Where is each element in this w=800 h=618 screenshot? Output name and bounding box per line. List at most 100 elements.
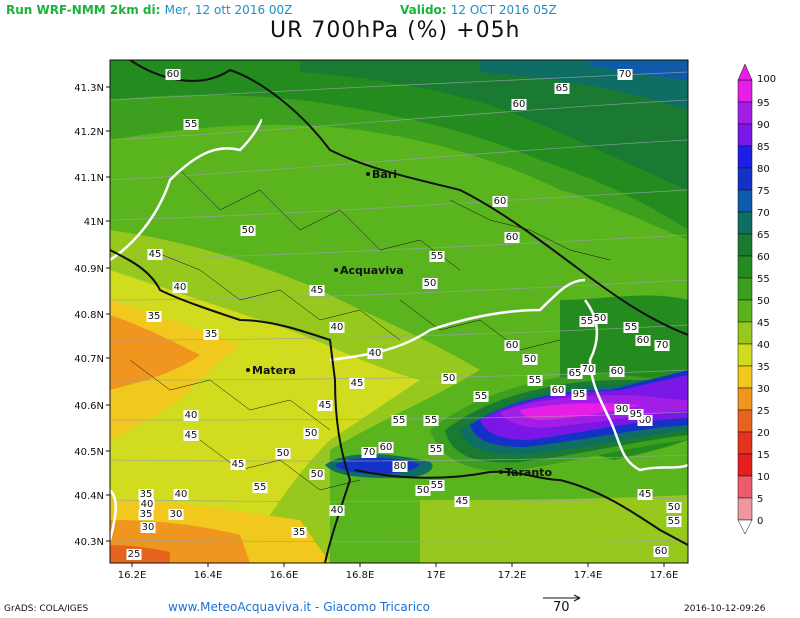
contour-label-bg bbox=[637, 415, 653, 426]
contour-label: 55 bbox=[475, 391, 488, 402]
contour-label: 25 bbox=[128, 549, 141, 560]
colorbar-level-label: 100 bbox=[757, 74, 776, 85]
contour-label: 55 bbox=[393, 415, 406, 426]
contour-label-bg bbox=[522, 354, 538, 365]
contour-label: 45 bbox=[149, 249, 162, 260]
contour-label-bg bbox=[240, 225, 256, 236]
contour-label-bg bbox=[329, 505, 345, 516]
contour-label: 55 bbox=[185, 119, 198, 130]
contour-label: 40 bbox=[175, 489, 188, 500]
contour-label-bg bbox=[504, 232, 520, 243]
contour-label-bg bbox=[138, 509, 154, 520]
contour-label-bg bbox=[504, 340, 520, 351]
contour-label: 50 bbox=[277, 448, 290, 459]
contour-label-bg bbox=[492, 196, 508, 207]
vector-reference-value: 70 bbox=[553, 600, 570, 615]
contour-label-bg bbox=[391, 415, 407, 426]
contour-label-bg bbox=[140, 522, 156, 533]
colorbar-swatch bbox=[737, 387, 753, 411]
contour-label: 70 bbox=[656, 340, 669, 351]
contour-label: 55 bbox=[254, 482, 267, 493]
valid-date: 12 OCT 2016 05Z bbox=[450, 3, 557, 17]
lon-tick-label: 17.2E bbox=[498, 570, 527, 581]
contour-label: 50 bbox=[424, 278, 437, 289]
contour-label: 55 bbox=[625, 322, 638, 333]
contour-label-bg bbox=[567, 368, 583, 379]
contour-label: 50 bbox=[668, 502, 681, 513]
contour-label: 50 bbox=[305, 428, 318, 439]
contour-label: 35 bbox=[148, 311, 161, 322]
colorbar-level-label: 35 bbox=[757, 362, 770, 373]
contour-label-bg bbox=[653, 546, 669, 557]
contour-label-bg bbox=[614, 404, 630, 415]
contour-label: 55 bbox=[581, 316, 594, 327]
contour-label-bg bbox=[550, 385, 566, 396]
contour-label: 70 bbox=[363, 447, 376, 458]
contour-label: 65 bbox=[569, 368, 582, 379]
contour-label-bg bbox=[428, 444, 444, 455]
city-labels: Bari Acquaviva Matera Taranto bbox=[246, 168, 552, 479]
colorbar-level-label: 65 bbox=[757, 230, 770, 241]
contour-label: 45 bbox=[639, 489, 652, 500]
city-marker bbox=[366, 172, 370, 176]
contour-label: 55 bbox=[425, 415, 438, 426]
contour-label: 60 bbox=[639, 415, 652, 426]
contour-label: 45 bbox=[319, 400, 332, 411]
contour-label: 60 bbox=[611, 366, 624, 377]
contour-label: 35 bbox=[140, 489, 153, 500]
colorbar-level-label: 60 bbox=[757, 252, 770, 263]
colorbar-level-label: 55 bbox=[757, 274, 770, 285]
contour-label-bg bbox=[230, 459, 246, 470]
contour-label-bg bbox=[635, 335, 651, 346]
contour-label: 35 bbox=[205, 329, 218, 340]
contour-label-bg bbox=[637, 489, 653, 500]
colorbar-level-label: 90 bbox=[757, 120, 770, 131]
contour-label: 70 bbox=[619, 69, 632, 80]
generated-timestamp: 2016-10-12-09:26 bbox=[684, 604, 766, 614]
colorbar-swatch bbox=[737, 431, 753, 455]
city-marker bbox=[246, 368, 250, 372]
contour-label: 70 bbox=[582, 364, 595, 375]
contour-label: 45 bbox=[232, 459, 245, 470]
colorbar-level-label: 95 bbox=[757, 98, 770, 109]
contour-label-bg bbox=[666, 502, 682, 513]
colorbar-swatch bbox=[737, 299, 753, 323]
site-credit: www.MeteoAcquaviva.it - Giacomo Tricaric… bbox=[168, 600, 430, 614]
contour-label: 60 bbox=[513, 99, 526, 110]
colorbar-level-label: 45 bbox=[757, 318, 770, 329]
contour-label: 40 bbox=[174, 282, 187, 293]
colorbar-level-label: 70 bbox=[757, 208, 770, 219]
contour-label: 45 bbox=[185, 430, 198, 441]
coast-and-borders bbox=[110, 60, 688, 563]
contour-label-bg bbox=[203, 329, 219, 340]
contour-label-bg bbox=[349, 378, 365, 389]
contour-label: 80 bbox=[394, 461, 407, 472]
contour-label-bg bbox=[454, 496, 470, 507]
contour-label-bg bbox=[378, 442, 394, 453]
run-label: Run WRF-NMM 2km di: bbox=[6, 3, 161, 17]
lon-tick-label: 16.4E bbox=[194, 570, 223, 581]
contour-label: 45 bbox=[351, 378, 364, 389]
contour-label-bg bbox=[168, 509, 184, 520]
contour-label-bg bbox=[473, 391, 489, 402]
contour-label: 60 bbox=[167, 69, 180, 80]
city-label: Acquaviva bbox=[340, 264, 404, 277]
colorbar-swatch bbox=[737, 79, 753, 103]
contour-label: 60 bbox=[637, 335, 650, 346]
contour-label-bg bbox=[423, 415, 439, 426]
lon-tick-label: 16.6E bbox=[270, 570, 299, 581]
colorbar-level-label: 10 bbox=[757, 472, 770, 483]
contour-label: 50 bbox=[311, 469, 324, 480]
contour-label: 35 bbox=[293, 527, 306, 538]
colorbar-level-label: 40 bbox=[757, 340, 770, 351]
lat-tick-label: 40.8N bbox=[74, 310, 104, 321]
city-marker bbox=[334, 268, 338, 272]
contour-label-bg bbox=[147, 249, 163, 260]
city-label: Bari bbox=[372, 168, 397, 181]
contour-label-bg bbox=[623, 322, 639, 333]
contour-label-bg bbox=[165, 69, 181, 80]
city-label: Matera bbox=[252, 364, 296, 377]
contour-label-bg bbox=[617, 69, 633, 80]
contour-label: 60 bbox=[494, 196, 507, 207]
contour-label-bg bbox=[303, 428, 319, 439]
